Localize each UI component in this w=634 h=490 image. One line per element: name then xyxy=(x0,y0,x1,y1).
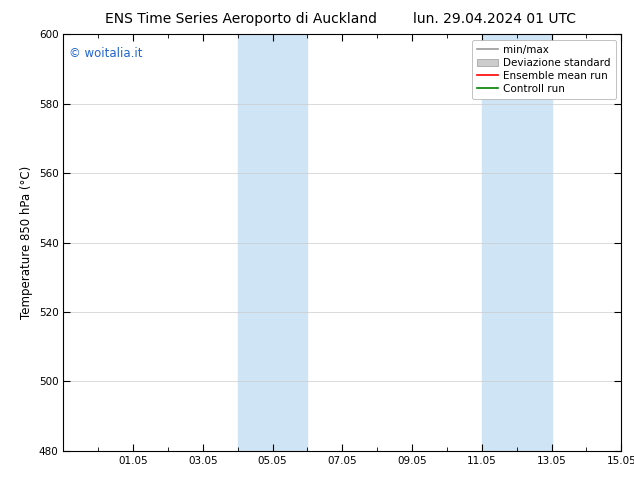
Text: ENS Time Series Aeroporto di Auckland: ENS Time Series Aeroporto di Auckland xyxy=(105,12,377,26)
Text: © woitalia.it: © woitalia.it xyxy=(69,47,143,60)
Bar xyxy=(482,34,517,451)
Legend: min/max, Deviazione standard, Ensemble mean run, Controll run: min/max, Deviazione standard, Ensemble m… xyxy=(472,40,616,99)
Y-axis label: Temperature 850 hPa (°C): Temperature 850 hPa (°C) xyxy=(20,166,33,319)
Bar xyxy=(273,34,307,451)
Text: lun. 29.04.2024 01 UTC: lun. 29.04.2024 01 UTC xyxy=(413,12,576,26)
Bar xyxy=(517,34,552,451)
Bar xyxy=(238,34,273,451)
